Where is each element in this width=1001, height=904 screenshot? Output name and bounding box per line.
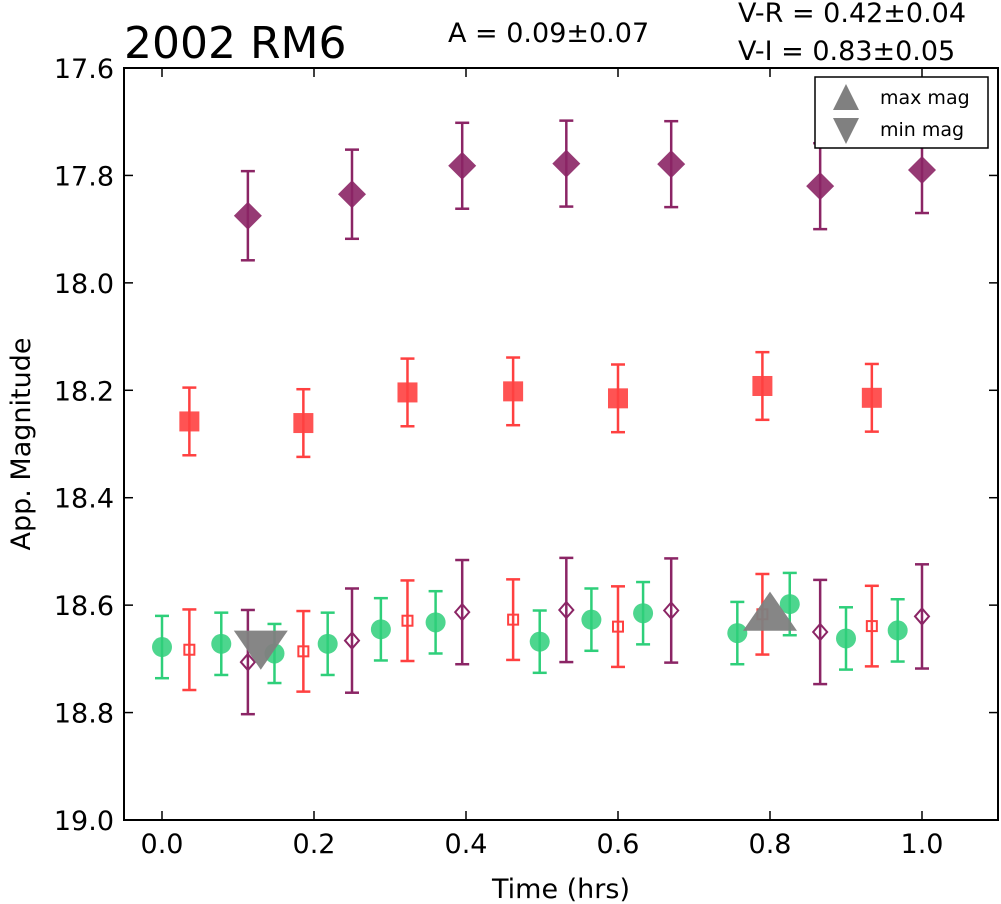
data-point-open-diamond [239, 652, 257, 672]
y-tick-label: 18.4 [54, 484, 114, 515]
data-point-open-diamond [343, 631, 361, 651]
data-point-open-square [865, 620, 878, 633]
x-tick-label: 0.8 [749, 829, 792, 860]
data-point-circle [425, 612, 446, 633]
y-tick-label: 18.6 [54, 591, 114, 622]
data-point-open-diamond [662, 600, 680, 621]
data-point-open-diamond [811, 622, 829, 642]
data-point-circle [529, 631, 550, 652]
legend-label-max-mag: max mag [880, 87, 970, 109]
data-point-circle [836, 628, 856, 649]
v-i-color-annotation: V-I = 0.83±0.05 [738, 36, 955, 67]
data-point-circle [727, 623, 748, 644]
max-mag-legend-icon [833, 84, 859, 110]
data-point-circle [581, 609, 602, 630]
data-point-circle [887, 620, 908, 641]
legend: max mag min mag [814, 76, 989, 149]
y-tick-label: 18.0 [54, 269, 114, 300]
max-mag-marker [743, 591, 797, 631]
y-tick-label: 18.8 [54, 699, 114, 730]
data-point-open-square [507, 613, 520, 626]
x-tick-label: 1.0 [901, 829, 944, 860]
data-point-circle [152, 637, 172, 658]
data-point-open-square [183, 643, 196, 656]
data-point-square [503, 381, 524, 402]
y-tick-label: 19.0 [54, 806, 114, 837]
x-tick-label: 0.0 [141, 829, 184, 860]
data-point-circle [211, 633, 232, 654]
x-tick-label: 0.6 [597, 829, 640, 860]
y-axis-ticks: 17.6 17.8 18.0 18.2 18.4 18.6 18.8 19.0 [54, 54, 998, 837]
data-point-diamond [338, 180, 366, 209]
y-tick-label: 17.8 [54, 161, 114, 192]
min-mag-legend-icon [833, 118, 859, 144]
data-point-open-square [401, 614, 414, 627]
y-axis-label: App. Magnitude [6, 338, 37, 551]
v-r-color-annotation: V-R = 0.42±0.04 [738, 0, 966, 29]
data-point-square [752, 375, 773, 396]
series-3 [182, 572, 879, 693]
data-point-diamond [552, 149, 581, 178]
data-point-circle [633, 603, 654, 624]
series-0 [233, 119, 936, 262]
series-1 [179, 350, 882, 459]
data-point-diamond [806, 172, 835, 201]
data-point-diamond [908, 156, 936, 185]
x-tick-label: 0.2 [293, 829, 336, 860]
data-point-diamond [448, 151, 477, 180]
data-point-square [293, 413, 314, 434]
plot-frame [123, 67, 999, 821]
data-point-diamond [233, 201, 262, 230]
x-axis-label: Time (hrs) [491, 874, 630, 904]
data-point-circle [317, 633, 338, 654]
y-tick-label: 18.2 [54, 376, 114, 407]
legend-label-min-mag: min mag [880, 119, 964, 141]
series-4 [239, 556, 931, 716]
y-tick-label: 17.6 [54, 54, 114, 85]
data-point-open-diamond [557, 600, 575, 620]
chart-marks [152, 119, 936, 716]
x-axis-ticks: 0.0 0.2 0.4 0.6 0.8 1.0 [141, 68, 944, 860]
data-point-open-square [612, 620, 624, 633]
data-point-open-diamond [453, 602, 471, 622]
series-2 [152, 571, 908, 685]
data-point-open-square [297, 645, 310, 658]
min-mag-marker [233, 630, 288, 670]
data-point-square [397, 382, 418, 403]
chart-title: 2002 RM6 [124, 18, 347, 69]
data-point-circle [370, 619, 391, 640]
x-tick-label: 0.4 [445, 829, 488, 860]
data-point-square [608, 388, 628, 409]
data-point-diamond [657, 150, 686, 179]
data-point-circle [779, 594, 800, 615]
amplitude-annotation: A = 0.09±0.07 [448, 18, 649, 49]
data-point-open-diamond [913, 606, 931, 626]
data-point-square [179, 411, 200, 432]
data-point-square [861, 387, 882, 408]
